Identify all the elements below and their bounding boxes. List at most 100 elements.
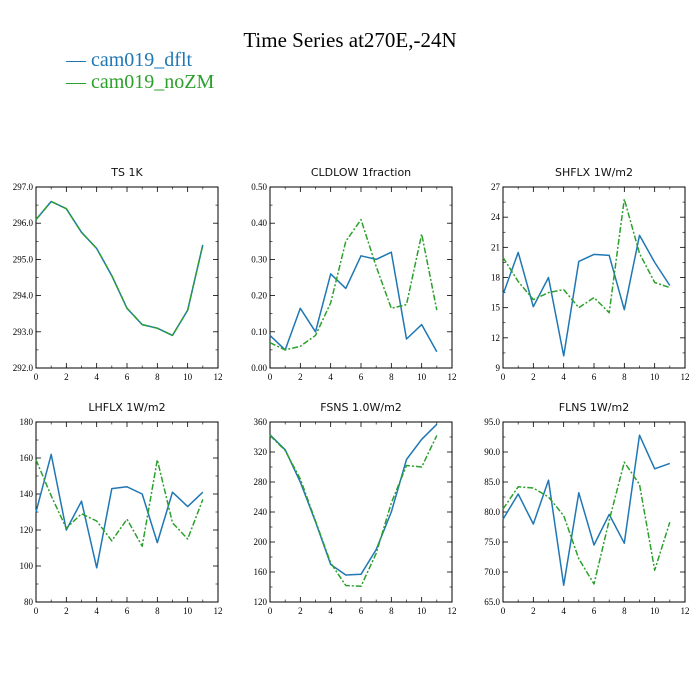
y-tick-label: 0.50 — [251, 182, 267, 192]
x-tick-label: 0 — [34, 372, 39, 382]
legend: — cam019_dflt — cam019_noZM — [66, 49, 214, 93]
x-tick-label: 6 — [592, 372, 597, 382]
x-tick-label: 2 — [298, 372, 303, 382]
x-tick-label: 6 — [359, 606, 364, 616]
x-tick-label: 12 — [681, 606, 690, 616]
series-line-cam019_dflt — [35, 200, 204, 337]
y-tick-label: 90.0 — [484, 447, 500, 457]
y-tick-label: 21 — [491, 242, 500, 252]
panel-title: TS 1K — [110, 166, 143, 179]
x-tick-label: 10 — [183, 606, 193, 616]
x-tick-label: 4 — [328, 606, 333, 616]
y-tick-label: 297.0 — [13, 182, 34, 192]
series-line-cam019_noZM — [35, 459, 204, 547]
panel-ts: TS 1K 0 2 4 6 8 10 12 292.0 293.0 294.0 295.0 296.0 2… — [13, 166, 223, 382]
y-tick-label: 0.40 — [251, 218, 267, 228]
y-tick-label: 295.0 — [13, 254, 34, 264]
y-tick-label: 95.0 — [484, 417, 500, 427]
y-tick-label: 12 — [491, 333, 500, 343]
y-tick-label: 85.0 — [484, 477, 500, 487]
figure-title: Time Series at270E,-24N — [243, 28, 457, 52]
series-line-cam019_noZM — [35, 200, 204, 337]
legend-line-marker: — — [66, 71, 86, 93]
plot-frame — [502, 421, 686, 603]
y-tick-label: 296.0 — [13, 218, 34, 228]
series-line-cam019_noZM — [502, 461, 671, 585]
series-line-cam019_dflt — [269, 251, 438, 353]
x-tick-label: 12 — [214, 606, 223, 616]
x-tick-label: 4 — [94, 372, 99, 382]
x-tick-label: 4 — [94, 606, 99, 616]
series-line-cam019_dflt — [35, 453, 204, 569]
y-tick-label: 15 — [491, 303, 501, 313]
y-tick-label: 18 — [491, 273, 501, 283]
y-tick-label: 140 — [20, 489, 34, 499]
x-tick-label: 8 — [155, 606, 160, 616]
x-tick-label: 6 — [592, 606, 597, 616]
x-tick-label: 0 — [268, 372, 273, 382]
panel-flns: FLNS 1W/m2 0 2 4 6 8 10 12 65.0 70.0 75.0 80.0 85.0 9… — [484, 401, 689, 616]
panel-title: SHFLX 1W/m2 — [555, 166, 633, 179]
y-tick-label: 292.0 — [13, 363, 34, 373]
y-tick-label: 80.0 — [484, 507, 500, 517]
x-tick-label: 2 — [531, 606, 536, 616]
x-tick-label: 2 — [64, 606, 69, 616]
series-line-cam019_dflt — [502, 234, 671, 357]
y-tick-label: 294.0 — [13, 291, 34, 301]
x-tick-label: 8 — [622, 606, 627, 616]
x-tick-label: 10 — [650, 606, 660, 616]
x-tick-label: 6 — [359, 372, 364, 382]
legend-line-marker: — — [66, 49, 86, 71]
x-tick-label: 4 — [328, 372, 333, 382]
x-tick-label: 8 — [389, 606, 394, 616]
x-tick-label: 8 — [389, 372, 394, 382]
series-line-cam019_dflt — [269, 423, 438, 576]
x-tick-label: 2 — [64, 372, 69, 382]
y-tick-label: 200 — [254, 537, 268, 547]
panel-fsns: FSNS 1.0W/m2 0 2 4 6 8 10 12 120 160 200 240 280 320 3… — [254, 401, 457, 616]
y-tick-label: 120 — [254, 597, 268, 607]
y-tick-label: 0.00 — [251, 363, 267, 373]
panel-title: FLNS 1W/m2 — [559, 401, 629, 414]
x-tick-label: 0 — [501, 606, 506, 616]
x-tick-label: 10 — [183, 372, 193, 382]
y-tick-label: 24 — [491, 212, 501, 222]
y-tick-label: 240 — [254, 507, 268, 517]
panel-lhflx: LHFLX 1W/m2 0 2 4 6 8 10 12 80 100 120 140 160 180 — [20, 401, 223, 616]
y-tick-label: 180 — [20, 417, 34, 427]
x-tick-label: 6 — [125, 606, 130, 616]
y-tick-label: 65.0 — [484, 597, 500, 607]
x-tick-label: 0 — [268, 606, 273, 616]
legend-item-cam019-noZM: — cam019_noZM — [66, 71, 214, 93]
panel-title: FSNS 1.0W/m2 — [320, 401, 402, 414]
y-tick-label: 120 — [20, 525, 34, 535]
x-tick-label: 0 — [34, 606, 39, 616]
legend-label: cam019_noZM — [91, 71, 215, 93]
plot-frame — [269, 186, 453, 369]
y-tick-label: 75.0 — [484, 537, 500, 547]
x-tick-label: 0 — [501, 372, 506, 382]
y-tick-label: 0.20 — [251, 291, 267, 301]
x-tick-label: 12 — [448, 372, 457, 382]
panel-title: CLDLOW 1fraction — [311, 166, 411, 179]
plot-frame — [502, 186, 686, 369]
panel-title: LHFLX 1W/m2 — [88, 401, 165, 414]
y-tick-label: 160 — [254, 567, 268, 577]
series-line-cam019_noZM — [269, 434, 438, 588]
y-tick-label: 280 — [254, 477, 268, 487]
x-tick-label: 4 — [561, 606, 566, 616]
y-tick-label: 0.30 — [251, 254, 267, 264]
y-tick-label: 320 — [254, 447, 268, 457]
x-tick-label: 4 — [561, 372, 566, 382]
x-tick-label: 6 — [125, 372, 130, 382]
plot-frame — [35, 186, 219, 369]
x-tick-label: 8 — [155, 372, 160, 382]
x-tick-label: 10 — [417, 372, 427, 382]
y-tick-label: 100 — [20, 561, 34, 571]
y-tick-label: 360 — [254, 417, 268, 427]
x-tick-label: 12 — [214, 372, 223, 382]
y-tick-label: 0.10 — [251, 327, 267, 337]
y-tick-label: 70.0 — [484, 567, 500, 577]
